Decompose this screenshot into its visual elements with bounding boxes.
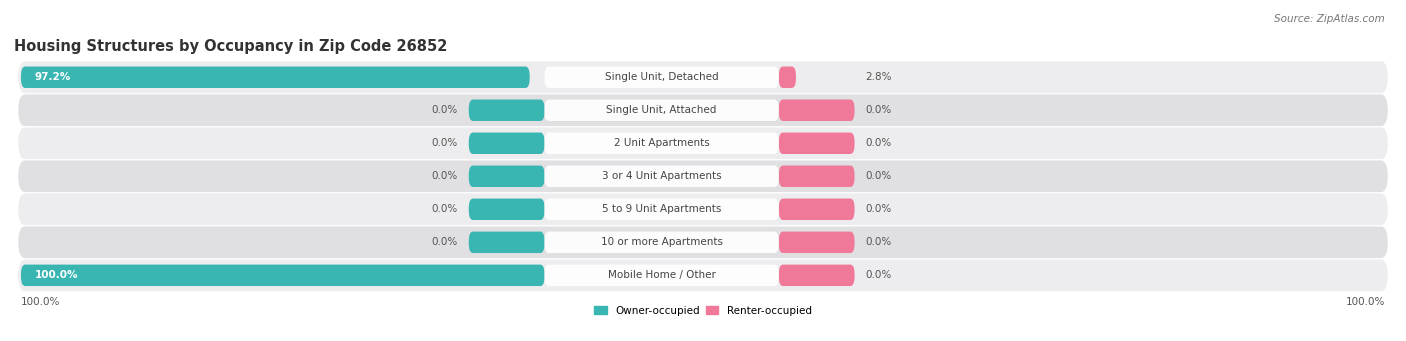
- FancyBboxPatch shape: [779, 100, 855, 121]
- Text: 100.0%: 100.0%: [35, 270, 79, 280]
- Text: 100.0%: 100.0%: [1346, 297, 1385, 307]
- FancyBboxPatch shape: [468, 100, 544, 121]
- FancyBboxPatch shape: [18, 61, 1388, 93]
- Text: 0.0%: 0.0%: [432, 105, 458, 115]
- Text: Housing Structures by Occupancy in Zip Code 26852: Housing Structures by Occupancy in Zip C…: [14, 39, 447, 54]
- Text: 3 or 4 Unit Apartments: 3 or 4 Unit Apartments: [602, 171, 721, 181]
- Text: Single Unit, Attached: Single Unit, Attached: [606, 105, 717, 115]
- FancyBboxPatch shape: [21, 66, 530, 88]
- FancyBboxPatch shape: [544, 133, 779, 154]
- Text: 5 to 9 Unit Apartments: 5 to 9 Unit Apartments: [602, 204, 721, 214]
- FancyBboxPatch shape: [779, 165, 855, 187]
- Text: 0.0%: 0.0%: [866, 171, 891, 181]
- Text: 0.0%: 0.0%: [866, 237, 891, 247]
- FancyBboxPatch shape: [468, 232, 544, 253]
- FancyBboxPatch shape: [544, 198, 779, 220]
- FancyBboxPatch shape: [779, 133, 855, 154]
- Text: 100.0%: 100.0%: [21, 297, 60, 307]
- FancyBboxPatch shape: [18, 94, 1388, 126]
- Text: 0.0%: 0.0%: [432, 138, 458, 148]
- Text: Single Unit, Detached: Single Unit, Detached: [605, 72, 718, 82]
- Text: Source: ZipAtlas.com: Source: ZipAtlas.com: [1274, 14, 1385, 24]
- FancyBboxPatch shape: [779, 198, 855, 220]
- Text: Mobile Home / Other: Mobile Home / Other: [607, 270, 716, 280]
- Text: 0.0%: 0.0%: [866, 138, 891, 148]
- FancyBboxPatch shape: [468, 198, 544, 220]
- Text: 0.0%: 0.0%: [432, 237, 458, 247]
- Text: 0.0%: 0.0%: [432, 204, 458, 214]
- FancyBboxPatch shape: [544, 265, 779, 286]
- FancyBboxPatch shape: [18, 160, 1388, 192]
- FancyBboxPatch shape: [18, 260, 1388, 291]
- Text: 2 Unit Apartments: 2 Unit Apartments: [614, 138, 710, 148]
- FancyBboxPatch shape: [468, 165, 544, 187]
- FancyBboxPatch shape: [779, 66, 796, 88]
- Text: 97.2%: 97.2%: [35, 72, 70, 82]
- FancyBboxPatch shape: [544, 232, 779, 253]
- Legend: Owner-occupied, Renter-occupied: Owner-occupied, Renter-occupied: [595, 306, 811, 316]
- FancyBboxPatch shape: [468, 133, 544, 154]
- Text: 0.0%: 0.0%: [866, 270, 891, 280]
- FancyBboxPatch shape: [544, 165, 779, 187]
- FancyBboxPatch shape: [18, 226, 1388, 258]
- FancyBboxPatch shape: [18, 193, 1388, 225]
- Text: 0.0%: 0.0%: [866, 105, 891, 115]
- FancyBboxPatch shape: [779, 232, 855, 253]
- Text: 0.0%: 0.0%: [866, 204, 891, 214]
- Text: 10 or more Apartments: 10 or more Apartments: [600, 237, 723, 247]
- FancyBboxPatch shape: [544, 100, 779, 121]
- FancyBboxPatch shape: [779, 265, 855, 286]
- FancyBboxPatch shape: [18, 128, 1388, 159]
- FancyBboxPatch shape: [544, 66, 779, 88]
- FancyBboxPatch shape: [21, 265, 544, 286]
- Text: 2.8%: 2.8%: [866, 72, 891, 82]
- Text: 0.0%: 0.0%: [432, 171, 458, 181]
